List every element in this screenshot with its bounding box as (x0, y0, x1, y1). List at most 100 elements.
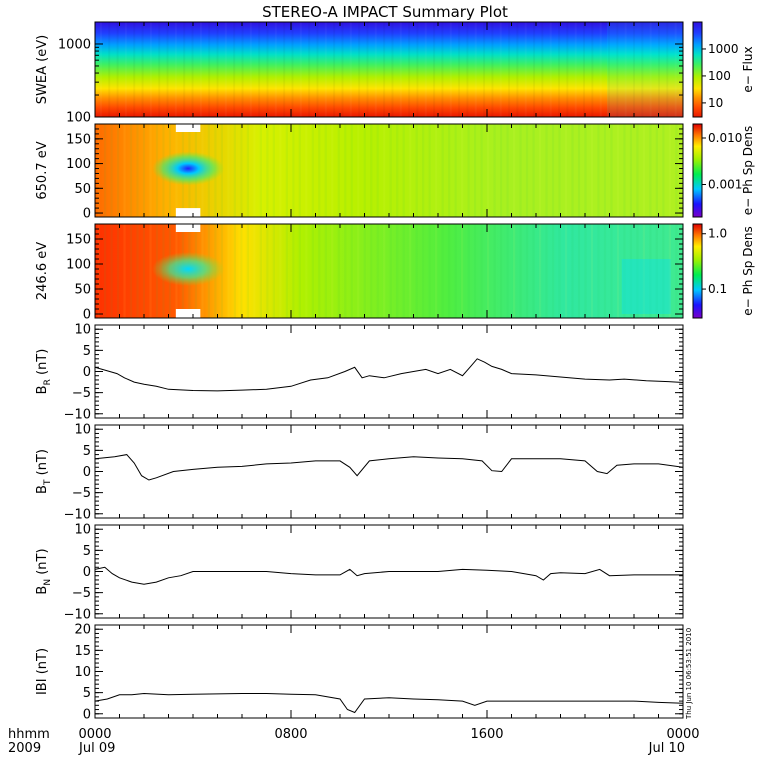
pad-stripe (499, 124, 503, 217)
swea-stripe (574, 22, 577, 117)
pad-stripe (603, 224, 607, 318)
pad-stripe (538, 224, 542, 318)
series-line (94, 566, 683, 585)
pad-stripe (396, 224, 399, 318)
pad-stripe (499, 224, 503, 318)
pad-stripe (415, 124, 418, 217)
swea-stripe (149, 22, 152, 117)
swea-stripe (374, 22, 377, 117)
swea-stripe (608, 22, 611, 117)
pad-stripe (350, 124, 353, 217)
pad-stripe (383, 124, 386, 217)
pad-stripe (123, 224, 126, 318)
pad-stripe (441, 124, 444, 217)
swea-stripe (549, 22, 552, 117)
pad-stripe (538, 124, 542, 217)
swea-stripe (666, 22, 669, 117)
pad-stripe (142, 124, 146, 217)
swea-stripe (316, 22, 319, 117)
pad-stripe (240, 224, 243, 318)
y-tick-label: 100 (66, 157, 91, 172)
pad-stripe (422, 224, 425, 318)
pad-stripe (558, 224, 561, 318)
pad-stripe (233, 224, 236, 318)
panel-5: −10 −5 0 5 10 BT (nT) (35, 423, 684, 522)
pad-stripe (577, 224, 581, 318)
pad-stripe (558, 124, 561, 217)
pad-stripe (318, 224, 321, 318)
pad-stripe (259, 124, 262, 217)
pad-stripe (636, 124, 639, 217)
pad-stripe (227, 124, 230, 217)
y-tick-label: 50 (74, 283, 91, 298)
swea-stripe (324, 22, 327, 117)
pad-depletion (152, 252, 225, 286)
pad-stripe (409, 224, 412, 318)
y-axis-label: IBI (nT) (35, 648, 50, 695)
y-tick-label: 0 (83, 207, 91, 222)
swea-stripe (216, 22, 219, 117)
pad-stripe (97, 124, 100, 217)
pad-stripe (233, 124, 236, 217)
panel-3: 0.1 1.0 e− Ph Sp Dens 0 50 100 150 246.6 eV (35, 223, 755, 323)
y-tick-label: 5 (83, 344, 91, 359)
swea-stripe (391, 22, 394, 117)
y-tick-label: 10 (74, 665, 91, 680)
pad-stripe (603, 124, 607, 217)
pad-stripe (435, 224, 438, 318)
swea-stripe (658, 22, 661, 117)
pad-stripe (435, 124, 438, 217)
pad-stripe (142, 224, 146, 318)
panel-7: 0 5 10 15 20 IBI (nT) (35, 623, 684, 722)
pad-stripe (402, 124, 405, 217)
pad-stripe (512, 124, 516, 217)
swea-stripe (641, 22, 644, 117)
creation-stamp: Thu Jun 10 06:53:51 2010 (685, 628, 693, 720)
y-tick-label: 0 (83, 707, 91, 722)
colorbar-tick-label: 10 (708, 96, 723, 110)
swea-stripe (224, 22, 227, 117)
pad-stripe (363, 124, 366, 217)
pad-stripe (331, 124, 334, 217)
colorbar-scale (692, 21, 703, 118)
swea-stripe (441, 22, 444, 117)
pad-stripe (396, 124, 399, 217)
colorbar-tick-label: 1000 (708, 42, 739, 56)
y-axis-label-unit: (nT) (35, 548, 50, 578)
swea-stripe (483, 22, 486, 117)
pad-stripe (623, 224, 626, 318)
y-axis-label-sub: N (43, 579, 53, 586)
y-tick-label: 150 (66, 132, 91, 147)
swea-stripe (449, 22, 452, 117)
time-date-label: Jul 09 (78, 741, 115, 756)
pad-stripe (610, 124, 613, 217)
pad-stripe (116, 224, 120, 318)
pad-stripe (584, 124, 587, 217)
pad-stripe (590, 224, 594, 318)
pad-stripe (149, 124, 152, 217)
pad-stripe (136, 224, 139, 318)
time-tick-label: 0000 (78, 727, 111, 742)
colorbar-tick-label: 0.010 (708, 131, 742, 145)
panel-6: −10 −5 0 5 10 BN (nT) (35, 523, 684, 622)
pad-stripe (331, 224, 334, 318)
swea-stripe (491, 22, 494, 117)
pad-stripe (577, 124, 581, 217)
data-gap-bottom (175, 208, 201, 218)
series-line (94, 692, 684, 714)
swea-stripe (299, 22, 302, 117)
y-tick-label: 5 (83, 544, 91, 559)
y-axis-label-sub: R (43, 379, 53, 385)
pad-stripe (318, 124, 321, 217)
pad-stripe (253, 224, 256, 318)
pad-stripe (136, 124, 139, 217)
colorbar-scale (692, 123, 703, 218)
pad-stripe (279, 124, 282, 217)
pad-stripe (337, 224, 340, 318)
pad-stripe (675, 224, 678, 318)
pad-stripe (285, 224, 288, 318)
y-tick-label: 0 (83, 565, 91, 580)
